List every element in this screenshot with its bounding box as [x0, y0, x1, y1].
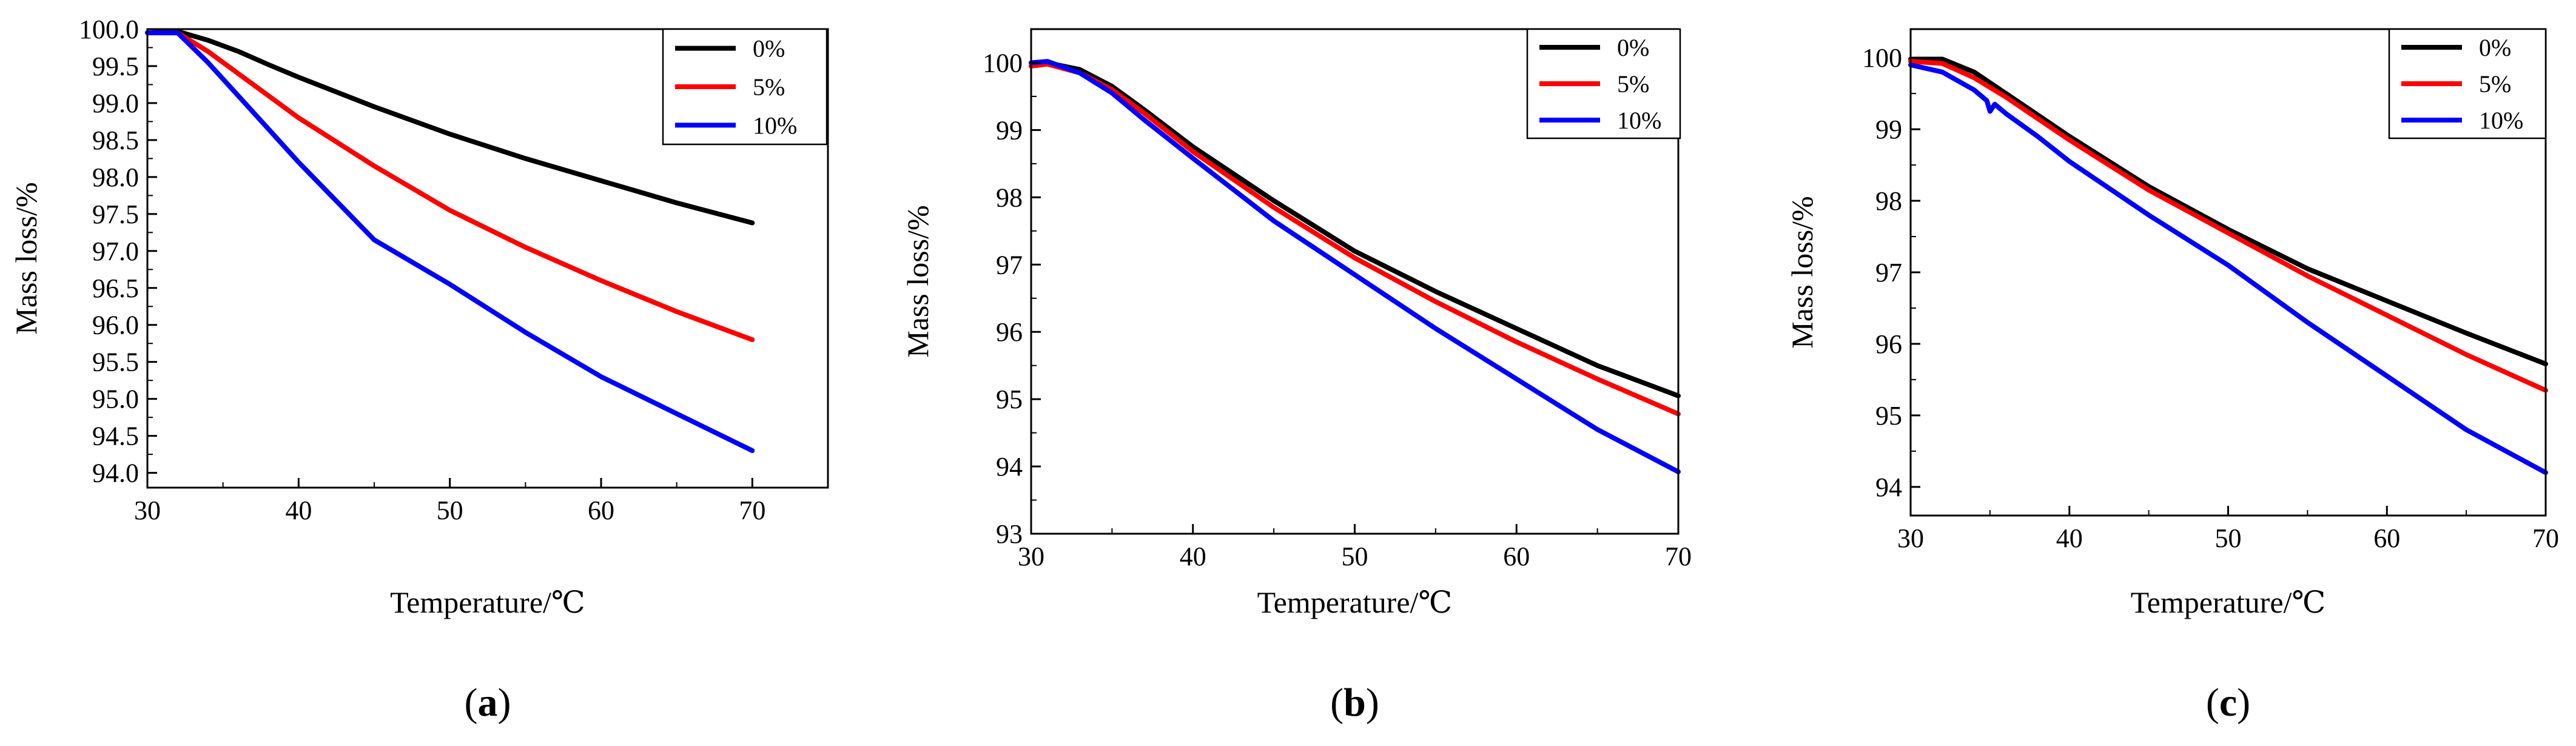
- y-tick-label-a-1: 94.5: [92, 422, 139, 451]
- legend-label-c-2: 10%: [2479, 107, 2523, 134]
- y-tick-label-c-0: 94: [1875, 472, 1902, 502]
- y-tick-label-c-6: 100: [1862, 43, 1902, 73]
- y-axis-title-c: Mass loss/%: [1785, 196, 1819, 348]
- y-axis-title-a: Mass loss/%: [9, 182, 43, 334]
- series-line-b-2: [1029, 59, 1681, 474]
- x-tick-label-c-1: 40: [2056, 523, 2083, 553]
- caption-close-paren: ): [2237, 680, 2250, 725]
- legend-label-b-0: 0%: [1617, 34, 1649, 61]
- caption-letter: b: [1343, 680, 1366, 725]
- legend-b: 0% 5% 10%: [1526, 28, 1681, 139]
- y-tick-label-c-5: 99: [1875, 115, 1902, 144]
- y-tick-label-a-12: 100.0: [79, 15, 139, 44]
- series-line-c-1: [1908, 59, 2548, 393]
- y-tick-label-a-7: 97.5: [92, 200, 139, 229]
- y-tick-label-b-5: 98: [996, 183, 1023, 212]
- x-tick-label-b-0: 30: [1018, 542, 1044, 571]
- x-tick-label-a-1: 40: [285, 496, 312, 525]
- caption-letter: a: [478, 680, 498, 725]
- plot-frame-a: [146, 28, 829, 489]
- y-tick-label-a-11: 99.5: [92, 52, 139, 81]
- x-tick-label-b-2: 50: [1342, 542, 1368, 571]
- panel-caption-b: (b): [1330, 680, 1379, 725]
- caption-close-paren: ): [1366, 680, 1379, 725]
- y-tick-label-c-3: 97: [1875, 258, 1902, 287]
- panel-caption-c: (c): [2206, 680, 2250, 725]
- legend-label-c-1: 5%: [2479, 70, 2511, 98]
- legend-label-a-2: 10%: [753, 112, 797, 139]
- legend-c: 0% 5% 10%: [2388, 28, 2547, 139]
- y-tick-label-a-0: 94.0: [92, 459, 139, 488]
- y-tick-label-a-3: 95.5: [92, 348, 139, 377]
- legend-label-b-1: 5%: [1617, 70, 1649, 98]
- y-tick-label-a-8: 98.0: [92, 163, 139, 192]
- y-tick-label-b-7: 100: [983, 48, 1023, 78]
- caption-open-paren: (: [2206, 680, 2219, 725]
- y-tick-label-b-2: 95: [996, 385, 1023, 414]
- caption-letter: c: [2219, 680, 2237, 725]
- caption-close-paren: ): [498, 680, 511, 725]
- x-axis-title-b: Temperature/℃: [1257, 585, 1453, 619]
- series-line-a-2: [145, 30, 755, 453]
- y-tick-label-a-6: 97.0: [92, 237, 139, 266]
- x-tick-label-b-3: 60: [1503, 542, 1530, 571]
- legend-label-a-0: 0%: [753, 35, 785, 62]
- chart-panel-a: 30 40 50 60 70 94.0 94.5 95.0 95.5 96.0 96.5 97.0 97…: [9, 15, 829, 725]
- legend-label-b-2: 10%: [1617, 107, 1661, 134]
- y-tick-label-a-9: 98.5: [92, 126, 139, 155]
- legend-label-a-1: 5%: [753, 73, 785, 101]
- x-tick-label-c-3: 60: [2373, 523, 2400, 553]
- y-tick-label-b-0: 93: [996, 519, 1023, 549]
- panel-caption-a: (a): [465, 680, 511, 725]
- y-tick-label-c-4: 98: [1875, 186, 1902, 216]
- x-tick-label-a-3: 60: [588, 496, 614, 525]
- x-tick-label-b-1: 40: [1180, 542, 1206, 571]
- y-tick-label-c-1: 95: [1875, 401, 1902, 431]
- x-tick-label-a-4: 70: [739, 496, 765, 525]
- x-axis-title-c: Temperature/℃: [2131, 585, 2326, 619]
- legend-label-c-0: 0%: [2479, 34, 2511, 61]
- x-axis-title-a: Temperature/℃: [390, 585, 585, 619]
- series-line-c-0: [1908, 56, 2548, 366]
- series-line-a-1: [145, 30, 755, 343]
- y-tick-label-a-4: 96.0: [92, 311, 139, 340]
- y-tick-label-a-10: 99.0: [92, 89, 139, 118]
- caption-open-paren: (: [1330, 680, 1343, 725]
- y-tick-label-b-1: 94: [996, 452, 1023, 482]
- chart-panel-b: 30 40 50 60 70 93 94 95 96 97 98 99 100 Temperature/℃…: [901, 28, 1692, 725]
- y-tick-label-c-2: 96: [1875, 329, 1902, 359]
- y-tick-label-b-6: 99: [996, 115, 1023, 145]
- x-tick-label-b-4: 70: [1665, 542, 1692, 571]
- series-line-a-0: [145, 29, 755, 226]
- y-tick-label-b-4: 97: [996, 250, 1023, 280]
- series-line-c-2: [1908, 62, 2548, 475]
- y-tick-label-a-2: 95.0: [92, 385, 139, 414]
- y-tick-label-a-5: 96.5: [92, 274, 139, 303]
- x-tick-label-a-0: 30: [134, 496, 161, 525]
- legend-a: 0% 5% 10%: [662, 28, 828, 146]
- y-axis-title-b: Mass loss/%: [901, 205, 935, 357]
- y-tick-label-b-3: 96: [996, 317, 1023, 347]
- chart-panel-c: 30 40 50 60 70 94 95 96 97 98 99 100 Temperature/℃ Ma…: [1785, 28, 2559, 725]
- x-tick-label-a-2: 50: [437, 496, 463, 525]
- x-tick-label-c-2: 50: [2215, 523, 2242, 553]
- caption-open-paren: (: [465, 680, 478, 725]
- x-tick-label-c-0: 30: [1897, 523, 1924, 553]
- x-tick-label-c-4: 70: [2532, 523, 2559, 553]
